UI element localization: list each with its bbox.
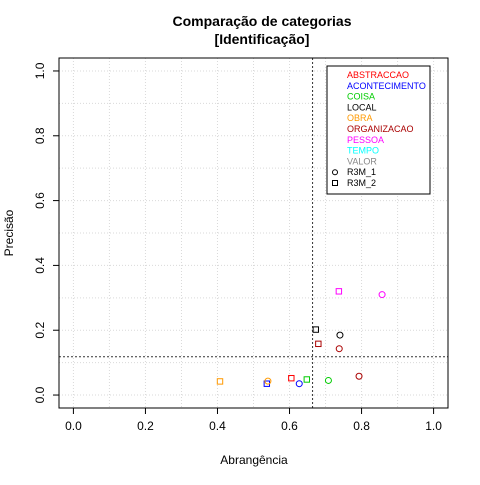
legend-marker-circle — [332, 169, 338, 176]
y-tick-label: 1.0 — [33, 62, 47, 79]
legend-entry-label: ORGANIZACAO — [347, 124, 414, 134]
x-tick-label: 1.0 — [425, 419, 442, 433]
legend-entry-label: TEMPO — [347, 146, 379, 156]
data-point-square — [315, 340, 322, 348]
y-tick-label: 0.8 — [33, 127, 47, 144]
data-point-circle — [264, 377, 272, 385]
data-point-circle — [335, 345, 343, 353]
legend-marker-label: R3M_1 — [347, 167, 376, 177]
y-axis-label: Precisão — [2, 209, 16, 256]
data-point-square — [312, 326, 320, 333]
x-axis: 0.0 0.2 0.4 0.6 0.8 1.0 — [65, 407, 442, 433]
data-point-square — [303, 376, 311, 383]
x-tick-label: 0.6 — [281, 419, 298, 433]
legend-entry-label: ACONTECIMENTO — [347, 81, 426, 91]
y-tick-label: 0.4 — [33, 257, 47, 274]
x-tick-label: 0.2 — [137, 419, 154, 433]
chart-subtitle: [Identificação] — [215, 31, 310, 47]
x-tick-label: 0.0 — [65, 419, 82, 433]
y-tick-label: 0.2 — [33, 322, 47, 339]
legend-marker-label: R3M_2 — [347, 178, 376, 188]
y-tick-label: 0.6 — [33, 192, 47, 209]
reference-lines — [59, 58, 448, 408]
data-point-circle — [324, 376, 332, 384]
data-point-square — [335, 288, 343, 295]
legend-box — [326, 65, 431, 195]
y-axis: 0.0 0.2 0.4 0.6 0.8 1.0 — [33, 62, 60, 403]
legend: ABSTRACCAOACONTECIMENTOCOISALOCALOBRAORG… — [326, 65, 431, 195]
x-tick-label: 0.4 — [209, 419, 226, 433]
data-point-circle — [355, 372, 363, 380]
legend-marker-square — [332, 180, 338, 186]
legend-entry-label: VALOR — [347, 156, 377, 166]
legend-entry-label: ABSTRACCAO — [347, 70, 409, 80]
data-point-square — [216, 378, 224, 385]
legend-entry-label: PESSOA — [347, 135, 384, 145]
data-points — [216, 288, 386, 388]
legend-entry-label: COISA — [347, 92, 375, 102]
data-point-circle — [295, 380, 303, 388]
x-axis-label: Abrangência — [220, 453, 288, 467]
legend-entry-label: OBRA — [347, 113, 373, 123]
data-point-square — [288, 374, 295, 382]
data-point-circle — [378, 291, 386, 299]
x-tick-label: 0.8 — [353, 419, 370, 433]
chart-title: Comparação de categorias — [173, 13, 352, 29]
y-tick-label: 0.0 — [33, 386, 47, 403]
legend-entry-label: LOCAL — [347, 102, 377, 112]
data-point-circle — [336, 331, 344, 339]
